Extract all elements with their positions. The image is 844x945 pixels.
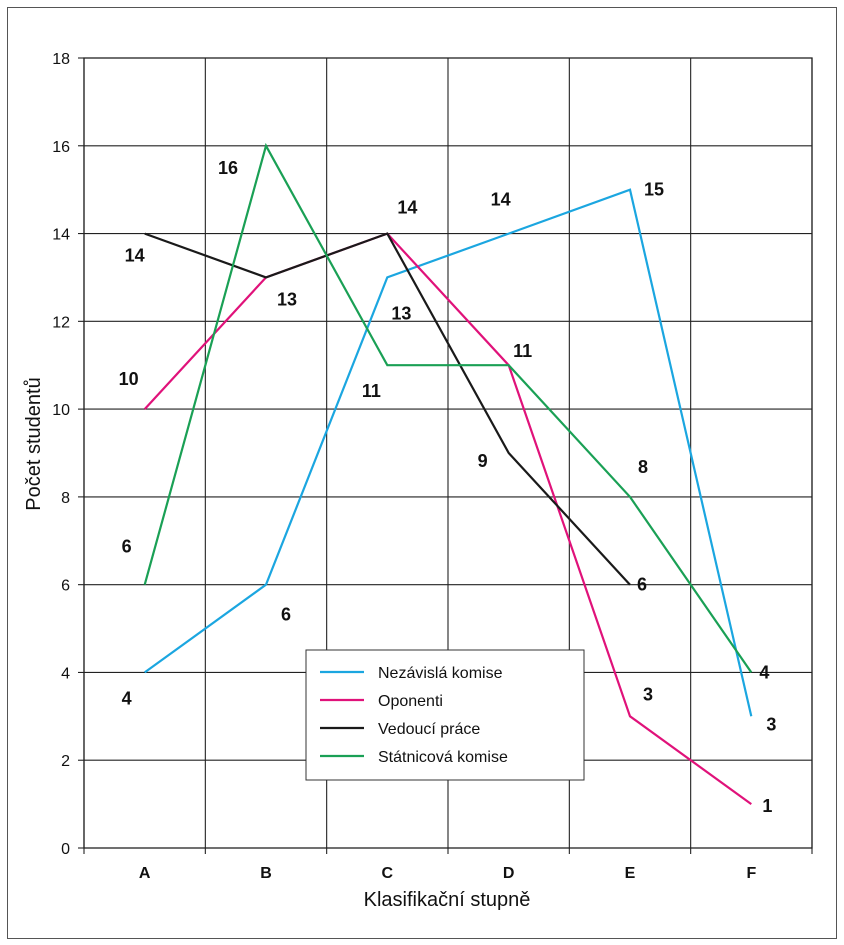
data-label: 4 [759, 662, 769, 682]
x-tick-label: E [625, 865, 636, 882]
x-tick-label: B [260, 865, 272, 882]
y-tick-label: 12 [52, 314, 70, 331]
y-tick-label: 8 [61, 490, 70, 507]
data-label: 15 [644, 180, 664, 200]
data-label: 6 [122, 537, 132, 557]
data-label: 6 [637, 575, 647, 595]
data-label: 3 [766, 714, 776, 734]
data-label: 16 [218, 158, 238, 178]
data-label: 14 [125, 246, 145, 266]
y-axis-title: Počet studentů [23, 377, 45, 510]
legend-label: Státnicová komise [378, 749, 508, 766]
data-label: 9 [478, 451, 488, 471]
x-axis-title: Klasifikační stupně [364, 889, 531, 911]
legend-label: Vedoucí práce [378, 721, 480, 738]
data-label: 14 [397, 198, 417, 218]
data-label: 13 [277, 289, 297, 309]
y-tick-label: 16 [52, 139, 70, 156]
y-tick-label: 6 [61, 578, 70, 595]
y-tick-label: 0 [61, 841, 70, 858]
x-tick-label: D [503, 865, 515, 882]
y-tick-label: 4 [61, 665, 70, 682]
series-lines [143, 142, 753, 805]
y-tick-label: 18 [52, 51, 70, 68]
y-tick-label: 14 [52, 227, 70, 244]
data-label: 11 [362, 381, 381, 401]
data-label: 13 [391, 303, 411, 323]
data-label: 4 [122, 688, 132, 708]
y-tick-label: 2 [61, 753, 70, 770]
x-tick-label: C [382, 865, 394, 882]
y-tick-label: 10 [52, 402, 70, 419]
data-label: 3 [643, 684, 653, 704]
data-label: 11 [513, 341, 532, 361]
data-labels: 4 6 13 14 15 3 10 3 1 14 13 14 9 6 6 16 11 11 8 4 [119, 158, 777, 816]
series-line [143, 232, 752, 805]
x-axis-ticks: A B C D E F [139, 865, 757, 882]
x-tick-label: A [139, 865, 151, 882]
legend-label: Nezávislá komise [378, 665, 503, 682]
legend: Nezávislá komise Oponenti Vedoucí práce Stá… [305, 649, 585, 781]
data-label: 10 [119, 369, 139, 389]
legend-label: Oponenti [378, 693, 443, 710]
data-label: 6 [281, 605, 291, 625]
y-axis-ticks: 0 2 4 6 8 10 12 14 16 18 [52, 51, 70, 858]
series-line [144, 232, 631, 586]
data-label: 14 [491, 190, 511, 210]
data-label: 8 [638, 457, 648, 477]
series-line [143, 142, 753, 674]
x-tick-label: F [746, 865, 756, 882]
data-label: 1 [762, 796, 772, 816]
series-line [144, 188, 753, 717]
chart-frame [7, 7, 837, 939]
